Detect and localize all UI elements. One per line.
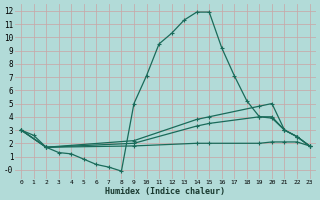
X-axis label: Humidex (Indice chaleur): Humidex (Indice chaleur) — [105, 187, 225, 196]
